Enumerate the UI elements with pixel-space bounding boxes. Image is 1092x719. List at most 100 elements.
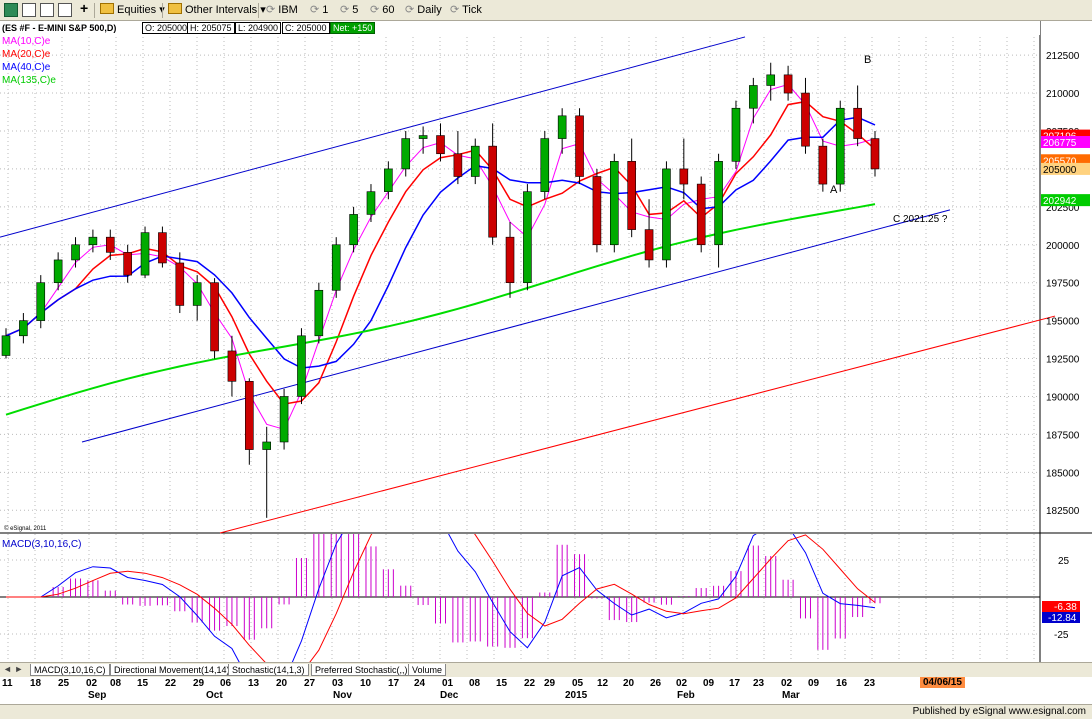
- candle-body: [331, 244, 341, 291]
- channel-lines: [0, 36, 1056, 534]
- candle-body: [140, 232, 150, 276]
- high-value: H: 205075: [187, 22, 235, 34]
- close-value: C: 205000: [282, 22, 330, 34]
- x-day-label: 23: [753, 678, 765, 689]
- candle-body: [384, 168, 393, 192]
- candle-body: [175, 262, 185, 306]
- upper-channel-line: [0, 36, 746, 238]
- ibm-button[interactable]: ⟳ IBM: [266, 3, 298, 18]
- tick-label: Tick: [462, 4, 482, 16]
- equities-label: Equities: [117, 4, 157, 16]
- candle-body: [609, 161, 619, 246]
- price-tick-label: 195000: [1046, 317, 1080, 328]
- macd-panel[interactable]: MACD(3,10,16,C) 25 -25 -6.38 -12.84: [0, 534, 1092, 662]
- interval-60-button[interactable]: ⟳ 60: [370, 3, 395, 18]
- price-tick-label: 192500: [1046, 355, 1080, 366]
- other-intervals-label: Other Intervals: [185, 4, 258, 16]
- candle-body: [523, 191, 532, 283]
- legend-ma10[interactable]: MA(10,C)e: [2, 36, 51, 47]
- x-day-label: 09: [703, 678, 715, 689]
- tick-button[interactable]: ⟳ Tick: [450, 3, 482, 18]
- tab-directional-movement[interactable]: Directional Movement(14,14): [110, 664, 234, 676]
- x-day-label: 06: [220, 678, 232, 689]
- candle-body: [71, 244, 80, 261]
- x-day-label: 16: [836, 678, 848, 689]
- toolbar: + Equities ▾ Other Intervals ▾ ⟳ IBM ⟳ 1…: [0, 0, 1092, 21]
- tab-volume[interactable]: Volume: [408, 664, 447, 676]
- x-month-label: Feb: [677, 690, 695, 701]
- candle-body: [210, 282, 219, 352]
- candle-body: [418, 135, 428, 139]
- separator: [162, 3, 163, 18]
- copyright: © eSignal, 2011: [4, 525, 47, 532]
- ma40-line: [5, 116, 876, 369]
- tab-macd[interactable]: MACD(3,10,16,C): [30, 664, 110, 676]
- interval-1-button[interactable]: ⟳ 1: [310, 3, 328, 18]
- folder-icon: [168, 3, 182, 14]
- macd-grid: [0, 534, 1040, 662]
- equities-dropdown[interactable]: Equities ▾: [100, 3, 165, 18]
- signal-line: [6, 534, 876, 662]
- candle-body: [349, 214, 358, 246]
- x-day-label: 01: [442, 678, 454, 689]
- candle-body: [105, 236, 115, 253]
- candle-body: [297, 335, 306, 397]
- candle-body: [766, 74, 776, 86]
- x-day-label: 02: [86, 678, 98, 689]
- price-chart[interactable]: 2125002100002075002050002025002000001975…: [0, 21, 1092, 534]
- x-day-label: 24: [414, 678, 426, 689]
- candle-body: [488, 145, 497, 238]
- candle-body: [835, 107, 845, 185]
- candle-body: [53, 259, 63, 283]
- daily-button[interactable]: ⟳ Daily: [405, 3, 442, 18]
- ma-legend: MA(10,C)e MA(20,C)e MA(40,C)e MA(135,C)e: [2, 35, 56, 87]
- price-badge-label: 202942: [1043, 196, 1077, 207]
- candle-body: [453, 153, 463, 177]
- x-month-label: 2015: [565, 690, 588, 701]
- legend-ma40[interactable]: MA(40,C)e: [2, 62, 51, 73]
- tab-scroll-arrows[interactable]: ◄ ►: [3, 664, 24, 674]
- price-badge-label: 206775: [1043, 138, 1077, 149]
- candle-body: [749, 85, 758, 109]
- price-tick-label: 212500: [1046, 51, 1080, 62]
- refresh-icon: ⟳: [340, 4, 350, 16]
- legend-ma20[interactable]: MA(20,C)e: [2, 49, 51, 60]
- tab-stochastic[interactable]: Stochastic(14,1,3): [228, 664, 309, 676]
- window-icon[interactable]: [58, 3, 72, 17]
- price-badge: [1041, 135, 1090, 148]
- x-day-label: 02: [781, 678, 793, 689]
- candles: [1, 62, 880, 518]
- macd-signal-badge: [1042, 601, 1080, 612]
- candle-body: [853, 107, 862, 139]
- grid-icon[interactable]: [22, 3, 36, 17]
- plus-icon[interactable]: +: [80, 0, 89, 16]
- x-day-label: 15: [496, 678, 508, 689]
- low-value: L: 204900: [235, 22, 282, 34]
- candle-body: [88, 236, 98, 246]
- candle-body: [505, 236, 515, 283]
- macd-tick-minus25: -25: [1054, 630, 1069, 641]
- price-tick-label: 202500: [1046, 203, 1080, 214]
- price-tick-label: 210000: [1046, 89, 1080, 100]
- x-day-label: 11: [2, 678, 13, 689]
- candle-body: [123, 252, 132, 276]
- x-day-label: 15: [137, 678, 149, 689]
- candle-body: [401, 138, 411, 170]
- other-intervals-dropdown[interactable]: Other Intervals ▾: [168, 3, 266, 18]
- x-day-label: 29: [193, 678, 205, 689]
- lower-channel-line: [81, 209, 951, 443]
- annotation-b: B: [864, 54, 871, 66]
- interval-5-button[interactable]: ⟳ 5: [340, 3, 358, 18]
- x-day-label: 29: [544, 678, 556, 689]
- x-day-label: 08: [110, 678, 122, 689]
- price-tick-label: 190000: [1046, 392, 1080, 403]
- red-trend-line: [219, 315, 1056, 534]
- candle-body: [366, 191, 376, 215]
- candle-body: [1, 335, 11, 356]
- chart-icon[interactable]: [4, 3, 18, 17]
- x-day-label: 18: [30, 678, 42, 689]
- list-icon[interactable]: [40, 3, 54, 17]
- legend-ma135[interactable]: MA(135,C)e: [2, 75, 56, 86]
- refresh-icon: ⟳: [370, 4, 380, 16]
- tab-preferred-stochastic[interactable]: Preferred Stochastic(,,): [311, 664, 412, 676]
